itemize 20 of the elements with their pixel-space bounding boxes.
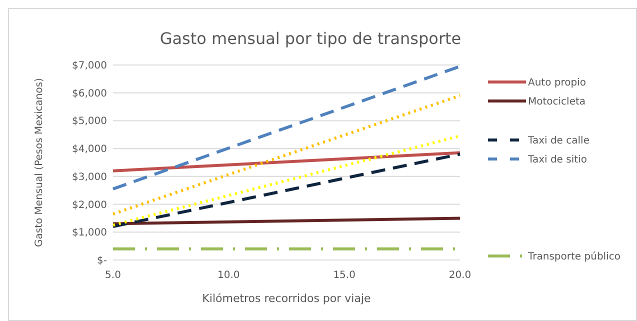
legend-label: Motocicleta <box>528 96 586 108</box>
y-tick-label: $3,000 <box>72 172 107 183</box>
x-tick-label: 10.0 <box>218 270 240 281</box>
y-tick-label: $4,000 <box>72 144 107 156</box>
y-tick-label: $7,000 <box>72 60 107 72</box>
legend-label: Taxi de sitio <box>527 154 587 166</box>
legend-label: Auto propio <box>528 78 586 88</box>
y-tick-label: $6,000 <box>72 88 107 100</box>
x-tick-label: 5.0 <box>105 270 121 281</box>
legend-label: Taxi de calle <box>527 136 590 146</box>
x-tick-label: 15.0 <box>333 270 356 281</box>
y-tick-label: $5,000 <box>72 116 107 128</box>
y-axis-title: Gasto Mensual (Pesos Mexicanos) <box>34 78 45 247</box>
x-tick-label: 20.0 <box>448 270 472 281</box>
chart-title: Gasto mensual por tipo de transporte <box>160 29 462 48</box>
y-tick-label: $1,000 <box>72 228 107 239</box>
x-axis-title: Kilómetros recorridos por viaje <box>202 292 372 305</box>
legend-label: Transporte público <box>527 252 620 262</box>
y-tick-label: $- <box>97 256 108 266</box>
y-tick-label: $2,000 <box>72 200 107 211</box>
